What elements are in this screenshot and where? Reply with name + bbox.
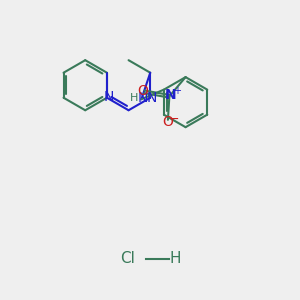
Text: −: − (169, 113, 180, 126)
Text: Cl: Cl (121, 251, 135, 266)
Text: H: H (169, 251, 181, 266)
Text: N: N (138, 91, 148, 105)
Text: O: O (137, 84, 148, 98)
Text: +: + (173, 86, 181, 96)
Text: H: H (130, 93, 138, 103)
Text: N: N (146, 91, 157, 105)
Text: N: N (103, 90, 114, 104)
Text: O: O (163, 115, 173, 129)
Text: N: N (165, 88, 177, 102)
